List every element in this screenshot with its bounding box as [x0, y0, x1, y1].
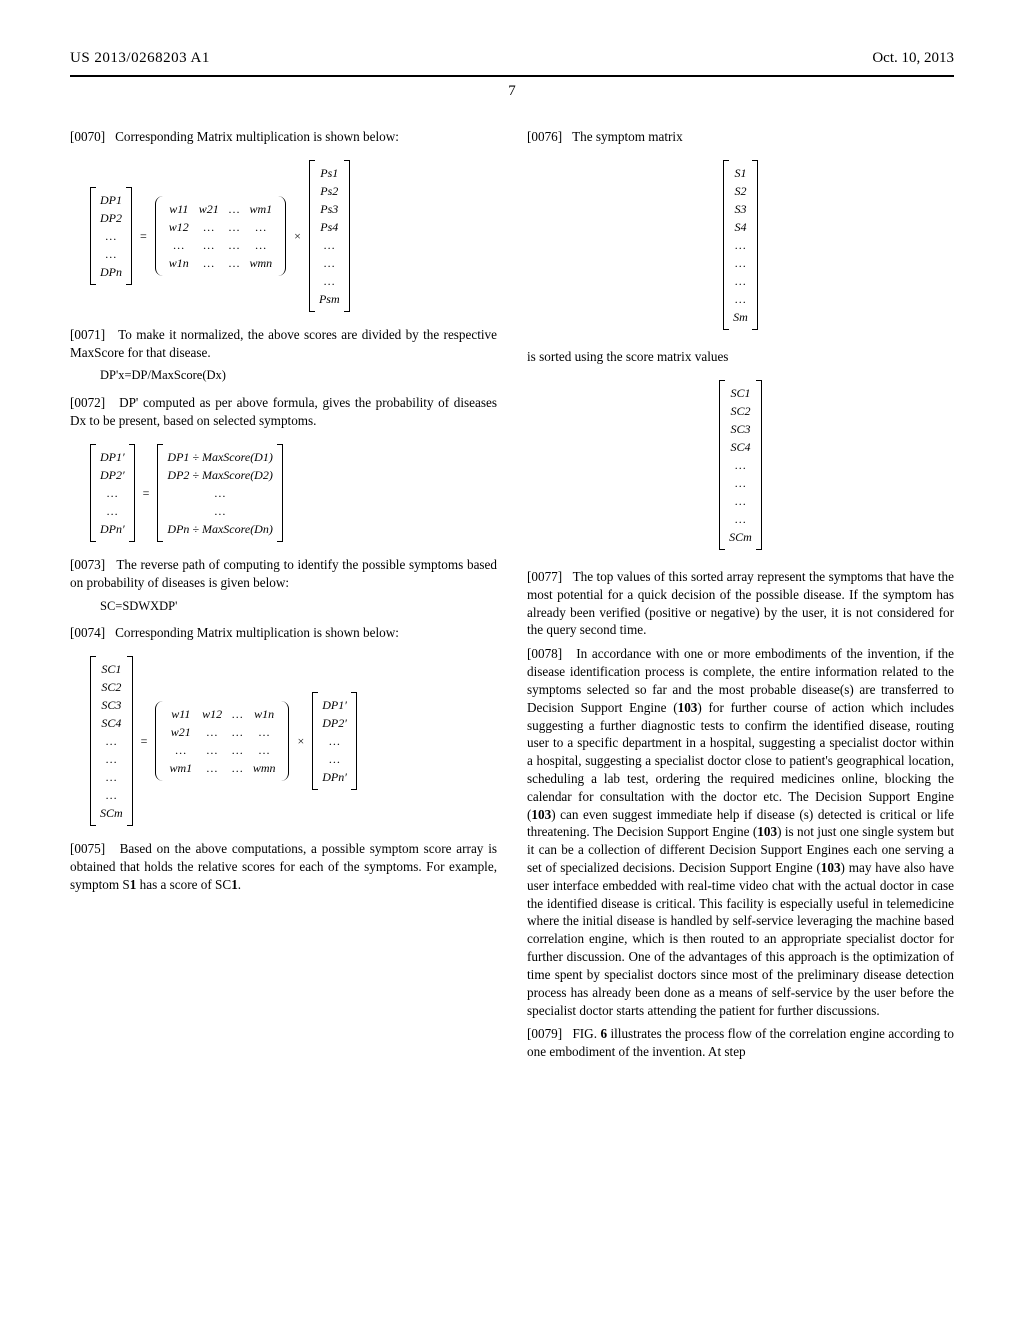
page-header: US 2013/0268203 A1 Oct. 10, 2013	[70, 50, 954, 67]
ref-sc1: 1	[231, 877, 238, 892]
matrix-dp-eq-w-ps: DP1 DP2 … … DPn = w11w21…wm1 w12……… ……………	[90, 160, 497, 312]
para-0077: [0077] The top values of this sorted arr…	[527, 568, 954, 639]
page-number: 7	[70, 83, 954, 100]
sorted-text: is sorted using the score matrix values	[527, 348, 954, 366]
para-text: has a score of SC	[136, 877, 231, 892]
para-0076: [0076] The symptom matrix	[527, 128, 954, 146]
ref-103: 103	[678, 700, 698, 715]
para-num: [0071]	[70, 327, 105, 342]
para-text: Corresponding Matrix multiplication is s…	[115, 129, 399, 144]
para-0074: [0074] Corresponding Matrix multiplicati…	[70, 624, 497, 642]
para-0070: [0070] Corresponding Matrix multiplicati…	[70, 128, 497, 146]
header-rule	[70, 75, 954, 77]
left-column: [0070] Corresponding Matrix multiplicati…	[70, 128, 497, 1067]
para-text: The top values of this sorted array repr…	[527, 569, 954, 637]
para-num: [0077]	[527, 569, 562, 584]
para-text: DP' computed as per above formula, gives…	[70, 395, 497, 428]
para-text: FIG.	[572, 1026, 600, 1041]
right-column: [0076] The symptom matrix S1 S2 S3 S4 … …	[527, 128, 954, 1067]
para-text: ) for further course of action which inc…	[527, 700, 954, 822]
formula-sc: SC=SDWXDP'	[100, 598, 497, 615]
para-0075: [0075] Based on the above computations, …	[70, 840, 497, 893]
para-text: .	[238, 877, 241, 892]
para-num: [0073]	[70, 557, 105, 572]
formula-dp-normalize: DP'x=DP/MaxScore(Dx)	[100, 367, 497, 384]
para-0079: [0079] FIG. 6 illustrates the process fl…	[527, 1025, 954, 1061]
para-0078: [0078] In accordance with one or more em…	[527, 645, 954, 1019]
para-num: [0074]	[70, 625, 105, 640]
para-num: [0078]	[527, 646, 562, 661]
ref-103: 103	[821, 860, 841, 875]
para-0071: [0071] To make it normalized, the above …	[70, 326, 497, 362]
para-text: Corresponding Matrix multiplication is s…	[115, 625, 399, 640]
page: US 2013/0268203 A1 Oct. 10, 2013 7 [0070…	[0, 0, 1024, 1117]
para-text: To make it normalized, the above scores …	[70, 327, 497, 360]
matrix-dp-prime: DP1′ DP2′ … … DPn′ = DP1 ÷ MaxScore(D1) …	[90, 444, 497, 542]
matrix-sc: SC1 SC2 SC3 SC4 … … … … SCm	[719, 380, 762, 554]
equals-op: =	[138, 228, 149, 244]
times-op: ×	[295, 733, 306, 749]
equals-op: =	[139, 733, 150, 749]
matrix-s: S1 S2 S3 S4 … … … … Sm	[723, 160, 758, 334]
para-num: [0070]	[70, 129, 105, 144]
para-text: The symptom matrix	[572, 129, 683, 144]
equals-op: =	[141, 485, 152, 501]
content-columns: [0070] Corresponding Matrix multiplicati…	[70, 128, 954, 1067]
header-date: Oct. 10, 2013	[872, 50, 954, 67]
ref-103: 103	[757, 824, 777, 839]
header-publication-number: US 2013/0268203 A1	[70, 50, 210, 67]
matrix-sc-eq-w-dp: SC1 SC2 SC3 SC4 … … … … SCm = w11w12…w1n…	[90, 656, 497, 826]
para-num: [0075]	[70, 841, 105, 856]
ref-103: 103	[531, 807, 551, 822]
para-0073: [0073] The reverse path of computing to …	[70, 556, 497, 592]
para-text: The reverse path of computing to identif…	[70, 557, 497, 590]
para-0072: [0072] DP' computed as per above formula…	[70, 394, 497, 430]
times-op: ×	[292, 228, 303, 244]
para-num: [0076]	[527, 129, 562, 144]
para-num: [0079]	[527, 1026, 562, 1041]
para-num: [0072]	[70, 395, 105, 410]
para-text: ) may have also have user interface embe…	[527, 860, 954, 1018]
